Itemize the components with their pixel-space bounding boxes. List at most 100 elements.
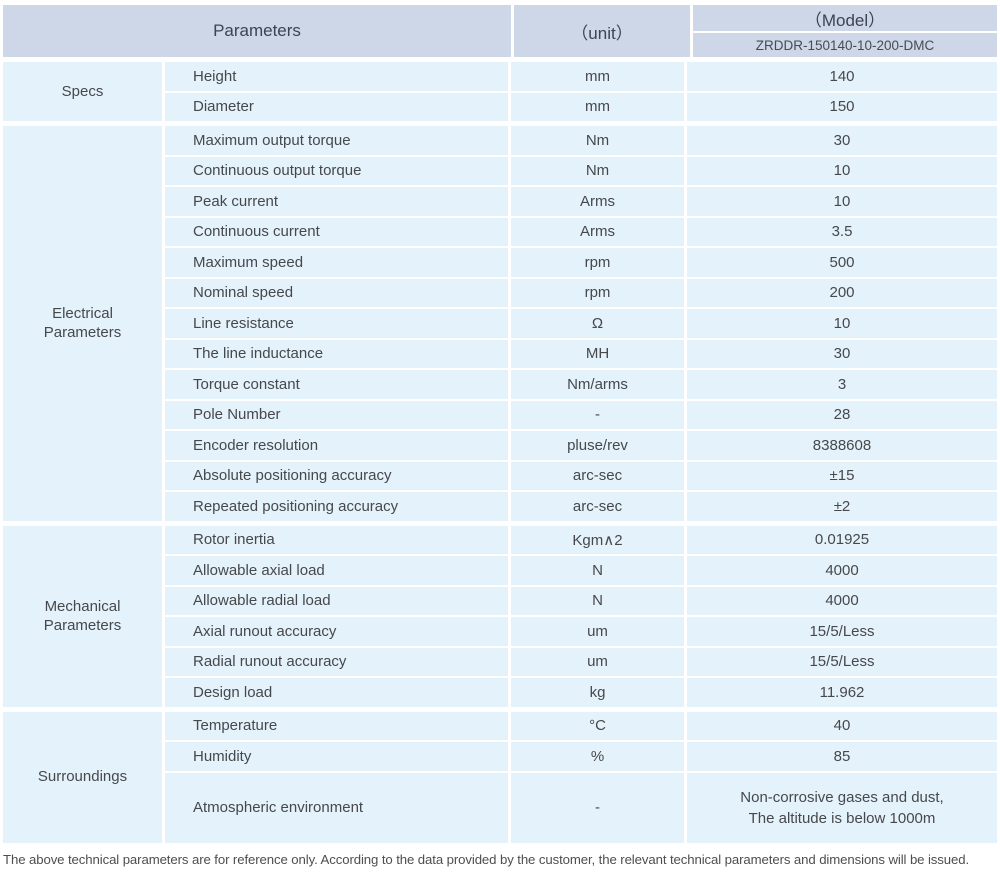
unit-cell: Nm xyxy=(511,156,687,185)
table-row: Line resistance Ω 10 xyxy=(165,307,997,338)
param-cell: Radial runout accuracy xyxy=(165,647,511,676)
table-row: Continuous output torque Nm 10 xyxy=(165,154,997,185)
unit-cell: rpm xyxy=(511,248,687,277)
table-row: Allowable radial load N 4000 xyxy=(165,584,997,615)
unit-cell: Nm xyxy=(511,126,687,155)
param-cell: Repeated positioning accuracy xyxy=(165,492,511,521)
param-cell: The line inductance xyxy=(165,339,511,368)
header-unit: （unit） xyxy=(514,5,693,57)
footer-note: The above technical parameters are for r… xyxy=(3,851,970,867)
value-cell: 15/5/Less xyxy=(687,617,997,646)
table-section: Mechanical Parameters Rotor inertia Kgm∧2 0.… xyxy=(3,525,997,707)
section-label: Mechanical Parameters xyxy=(3,525,165,707)
table-row: Rotor inertia Kgm∧2 0.01925 xyxy=(165,525,997,554)
table-body: Specs Height mm 140 Diameter mm 150 Electrical P… xyxy=(3,62,997,843)
table-row: Maximum speed rpm 500 xyxy=(165,246,997,277)
table-row: Design load kg 11.962 xyxy=(165,676,997,707)
unit-cell: mm xyxy=(511,62,687,91)
unit-cell: rpm xyxy=(511,278,687,307)
table-section: Surroundings Temperature °C 40 Humidity% 85 At… xyxy=(3,711,997,843)
table-row: Height mm 140 xyxy=(165,62,997,91)
value-cell: 3 xyxy=(687,370,997,399)
value-cell: 15/5/Less xyxy=(687,647,997,676)
spec-table: Parameters （unit） （Model） ZRDDR-150140-1… xyxy=(3,5,997,843)
table-row: Diameter mm 150 xyxy=(165,90,997,121)
unit-cell: N xyxy=(511,556,687,585)
value-cell: 4000 xyxy=(687,586,997,615)
table-row: Maximum output torque Nm 30 xyxy=(165,126,997,155)
table-row: Torque constant Nm/arms 3 xyxy=(165,368,997,399)
value-cell: 10 xyxy=(687,156,997,185)
table-section: Electrical Parameters Maximum output torqu… xyxy=(3,126,997,521)
param-cell: Rotor inertia xyxy=(165,525,511,554)
unit-cell: arc-sec xyxy=(511,461,687,490)
unit-cell: °C xyxy=(511,711,687,740)
value-cell: 85 xyxy=(687,742,997,771)
unit-cell: - xyxy=(511,400,687,429)
value-cell: 500 xyxy=(687,248,997,277)
table-row: Encoder resolution pluse/rev 8388608 xyxy=(165,429,997,460)
unit-cell: mm xyxy=(511,92,687,121)
unit-cell: Arms xyxy=(511,217,687,246)
param-cell: Allowable axial load xyxy=(165,556,511,585)
table-row: Axial runout accuracy um 15/5/Less xyxy=(165,615,997,646)
unit-cell: um xyxy=(511,647,687,676)
param-cell: Line resistance xyxy=(165,309,511,338)
unit-cell: um xyxy=(511,617,687,646)
unit-cell: Arms xyxy=(511,187,687,216)
table-row: Absolute positioning accuracy arc-sec ±15 xyxy=(165,459,997,490)
table-row: Atmospheric environment - Non-corrosive ga… xyxy=(165,770,997,843)
param-cell: Maximum speed xyxy=(165,248,511,277)
section-label: Specs xyxy=(3,62,165,121)
value-cell: 3.5 xyxy=(687,217,997,246)
table-row: Nominal speed rpm 200 xyxy=(165,276,997,307)
table-row: Peak current Arms 10 xyxy=(165,185,997,216)
table-row: Temperature °C 40 xyxy=(165,711,997,740)
value-cell: 200 xyxy=(687,278,997,307)
param-cell: Continuous output torque xyxy=(165,156,511,185)
value-cell: 0.01925 xyxy=(687,525,997,554)
header-model-group: （Model） ZRDDR-150140-10-200-DMC xyxy=(693,5,997,57)
table-row: Allowable axial load N 4000 xyxy=(165,554,997,585)
value-cell: 10 xyxy=(687,309,997,338)
param-cell: Continuous current xyxy=(165,217,511,246)
param-cell: Axial runout accuracy xyxy=(165,617,511,646)
unit-cell: kg xyxy=(511,678,687,707)
value-cell: 40 xyxy=(687,711,997,740)
table-header: Parameters （unit） （Model） ZRDDR-150140-1… xyxy=(3,5,997,57)
value-cell: 10 xyxy=(687,187,997,216)
table-row: Continuous current Arms 3.5 xyxy=(165,215,997,246)
value-cell: ±15 xyxy=(687,461,997,490)
unit-cell: pluse/rev xyxy=(511,431,687,460)
section-label: Electrical Parameters xyxy=(3,126,165,521)
header-model-label: （Model） xyxy=(693,5,997,33)
param-cell: Height xyxy=(165,62,511,91)
value-cell: 4000 xyxy=(687,556,997,585)
unit-cell: Ω xyxy=(511,309,687,338)
param-cell: Allowable radial load xyxy=(165,586,511,615)
section-label: Surroundings xyxy=(3,711,165,843)
table-section: Specs Height mm 140 Diameter mm 150 xyxy=(3,62,997,121)
value-cell: Non-corrosive gases and dust, The altitud… xyxy=(687,772,997,843)
param-cell: Encoder resolution xyxy=(165,431,511,460)
param-cell: Nominal speed xyxy=(165,278,511,307)
param-cell: Torque constant xyxy=(165,370,511,399)
value-cell: 30 xyxy=(687,126,997,155)
param-cell: Atmospheric environment xyxy=(165,772,511,843)
table-row: Humidity% 85 xyxy=(165,740,997,771)
param-cell: Absolute positioning accuracy xyxy=(165,461,511,490)
value-cell: 30 xyxy=(687,339,997,368)
param-cell: Diameter xyxy=(165,92,511,121)
param-cell: Humidity xyxy=(165,742,511,771)
value-cell: 28 xyxy=(687,400,997,429)
table-row: The line inductance MH 30 xyxy=(165,337,997,368)
value-cell: 8388608 xyxy=(687,431,997,460)
param-cell: Design load xyxy=(165,678,511,707)
value-cell: 140 xyxy=(687,62,997,91)
header-model-value: ZRDDR-150140-10-200-DMC xyxy=(693,33,997,57)
unit-cell: MH xyxy=(511,339,687,368)
param-cell: Temperature xyxy=(165,711,511,740)
unit-cell: Nm/arms xyxy=(511,370,687,399)
param-cell: Maximum output torque xyxy=(165,126,511,155)
unit-cell: N xyxy=(511,586,687,615)
